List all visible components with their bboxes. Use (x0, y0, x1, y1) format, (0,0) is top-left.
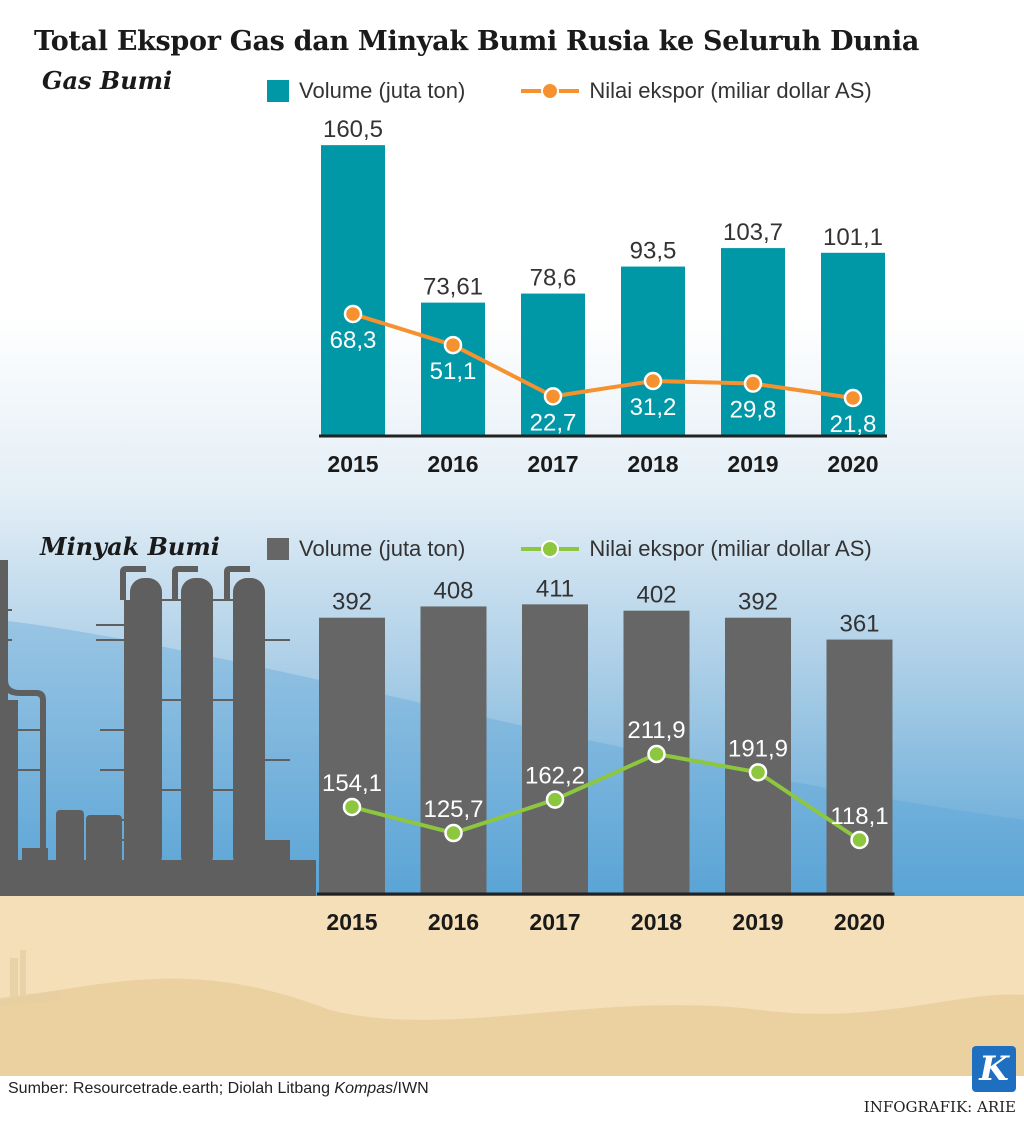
gas-value-label-2018: 31,2 (630, 394, 677, 421)
oil-bar-label-2020: 361 (839, 611, 879, 638)
gas-bar-2015 (321, 145, 385, 436)
source-suffix: /IWN (393, 1080, 429, 1097)
gas-chart-svg: 160,5 73,61 78,6 93,5 103,7 101,1 2015 2016 2017… (319, 116, 887, 477)
oil-value-legend-label: Nilai ekspor (miliar dollar AS) (589, 536, 872, 561)
gas-bar-2017 (521, 293, 585, 436)
oil-volume-legend-swatch (267, 538, 289, 560)
oil-value-label-2020: 118,1 (830, 803, 888, 830)
oil-x-tick-2017: 2017 (529, 909, 580, 935)
oil-value-label-2016: 125,7 (423, 796, 483, 823)
gas-value-label-2015: 68,3 (330, 327, 377, 354)
oil-bar-2015 (319, 617, 385, 894)
oil-x-tick-2015: 2015 (326, 909, 377, 935)
gas-volume-legend-swatch (267, 80, 289, 102)
oil-bar-label-2018: 402 (636, 582, 676, 609)
gas-value-point-2018 (643, 371, 663, 391)
gas-x-tick-2015: 2015 (327, 451, 378, 477)
gas-value-point-2020 (843, 388, 863, 408)
gas-bar-label-2017: 78,6 (530, 265, 577, 292)
gas-value-point-2016 (443, 335, 463, 355)
oil-x-tick-2019: 2019 (732, 909, 783, 935)
oil-bar-2019 (725, 617, 791, 894)
refinery-silhouette (0, 560, 316, 896)
gas-legend: Volume (juta ton) Nilai ekspor (miliar d… (267, 78, 872, 104)
gas-value-label-2016: 51,1 (430, 358, 477, 385)
oil-section-title: Minyak Bumi (40, 532, 220, 561)
gas-bar-2016 (421, 302, 485, 436)
gas-bar-label-2020: 101,1 (823, 224, 883, 251)
gas-value-legend-key (521, 80, 580, 102)
oil-value-legend-key (521, 538, 580, 560)
gas-bar-2018 (621, 266, 685, 436)
gas-value-legend-label: Nilai ekspor (miliar dollar AS) (589, 78, 872, 103)
gas-value-point-2015 (343, 304, 363, 324)
oil-bar-label-2017: 411 (536, 575, 574, 602)
gas-chart: 160,5 73,61 78,6 93,5 103,7 101,1 2015 2016 2017… (0, 0, 1024, 505)
oil-volume-legend-label: Volume (juta ton) (299, 536, 466, 561)
oil-bar-2020 (826, 639, 893, 894)
gas-value-label-2020: 21,8 (830, 411, 877, 438)
oil-bar-2017 (522, 604, 588, 894)
gas-value-label-2017: 22,7 (530, 409, 577, 436)
oil-value-label-2017: 162,2 (525, 763, 585, 790)
oil-value-label-2019: 191,9 (728, 735, 788, 762)
oil-x-tick-2020: 2020 (834, 909, 885, 935)
gas-x-tick-2018: 2018 (627, 451, 678, 477)
gas-value-point-2019 (743, 374, 763, 393)
oil-legend: Volume (juta ton) Nilai ekspor (miliar d… (267, 536, 872, 562)
oil-x-tick-2016: 2016 (428, 909, 479, 935)
source-italic: Kompas (334, 1080, 394, 1097)
oil-value-line (351, 752, 861, 842)
gas-bar-label-2019: 103,7 (723, 219, 783, 246)
oil-chart: 392 408 411 402 392 361 2015 2016 2017 2018 2019 20… (317, 575, 895, 935)
gas-value-label-2019: 29,8 (730, 397, 777, 424)
gas-bar-label-2015: 160,5 (323, 116, 383, 143)
kompas-logo: K (972, 1046, 1016, 1092)
gas-bar-2019 (721, 248, 785, 436)
oil-value-point-2016 (444, 823, 463, 843)
oil-bar-2016 (420, 606, 487, 894)
oil-value-label-2018: 211,9 (627, 717, 685, 744)
faint-silhouette (0, 950, 60, 1006)
oil-x-tick-2018: 2018 (631, 909, 682, 935)
oil-value-point-2019 (748, 763, 768, 782)
infographic-credit: INFOGRAFIK: ARIE (863, 1098, 1016, 1116)
source-note: Sumber: Resourcetrade.earth; Diolah Litb… (8, 1080, 429, 1098)
source-prefix: Sumber: Resourcetrade.earth; Diolah Litb… (8, 1080, 335, 1097)
oil-chart-svg: 392 408 411 402 392 361 2015 2016 2017 2018 2019 20… (317, 575, 895, 935)
oil-value-point-2015 (342, 797, 362, 817)
oil-bar-label-2015: 392 (332, 589, 372, 616)
gas-section-title: Gas Bumi (42, 66, 173, 95)
chart-title: Total Ekspor Gas dan Minyak Bumi Rusia k… (34, 26, 920, 57)
oil-value-point-2020 (850, 830, 869, 850)
gas-bar-label-2018: 93,5 (630, 238, 677, 265)
gas-value-point-2017 (543, 387, 563, 406)
oil-bar-label-2019: 392 (738, 589, 778, 616)
gas-volume-legend-label: Volume (juta ton) (299, 78, 466, 103)
oil-value-point-2017 (545, 790, 565, 809)
gas-x-tick-2016: 2016 (427, 451, 478, 477)
gas-x-tick-2020: 2020 (827, 451, 878, 477)
gas-value-line (352, 312, 854, 400)
gas-bar-label-2016: 73,61 (423, 274, 483, 301)
oil-value-point-2018 (647, 744, 666, 764)
gas-x-tick-2017: 2017 (527, 451, 578, 477)
oil-value-label-2015: 154,1 (322, 770, 382, 797)
gas-x-tick-2019: 2019 (727, 451, 778, 477)
oil-bar-label-2016: 408 (433, 577, 473, 604)
